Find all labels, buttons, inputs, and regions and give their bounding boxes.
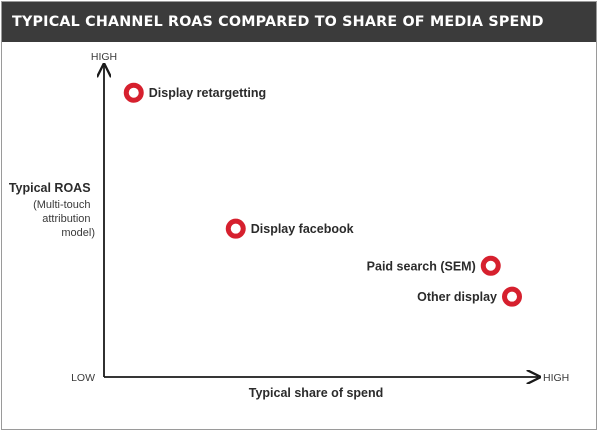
- point-other-display: Other display: [417, 286, 522, 307]
- point-marker: [480, 255, 501, 276]
- x-axis-high-label: HIGH: [543, 372, 569, 384]
- point-paid-search-sem: Paid search (SEM): [367, 255, 501, 276]
- y-axis-title-line-4: model): [61, 227, 95, 239]
- data-points: Display retargetting Display facebook Paid…: [123, 82, 522, 307]
- x-axis-low-label: LOW: [71, 372, 95, 384]
- point-marker: [123, 82, 144, 103]
- chart-title: TYPICAL CHANNEL ROAS COMPARED TO SHARE O…: [12, 14, 544, 30]
- point-label: Paid search (SEM): [367, 259, 476, 273]
- point-display-retargetting: Display retargetting: [123, 82, 266, 103]
- x-axis-title: Typical share of spend: [249, 386, 384, 400]
- y-axis-title-line-1: Typical ROAS: [9, 181, 91, 195]
- point-label: Display facebook: [251, 222, 354, 236]
- chart-header: TYPICAL CHANNEL ROAS COMPARED TO SHARE O…: [2, 2, 596, 42]
- point-marker: [225, 218, 246, 239]
- y-axis-high-label: HIGH: [91, 51, 117, 63]
- point-display-facebook: Display facebook: [225, 218, 354, 239]
- point-label: Other display: [417, 290, 497, 304]
- y-axis-title-line-2: (Multi-touch: [33, 199, 90, 211]
- y-axis-title: Typical ROAS (Multi-touch attribution mo…: [9, 179, 95, 239]
- point-marker: [502, 286, 522, 307]
- y-axis-title-line-3: attribution: [42, 213, 90, 225]
- point-label: Display retargetting: [149, 86, 266, 100]
